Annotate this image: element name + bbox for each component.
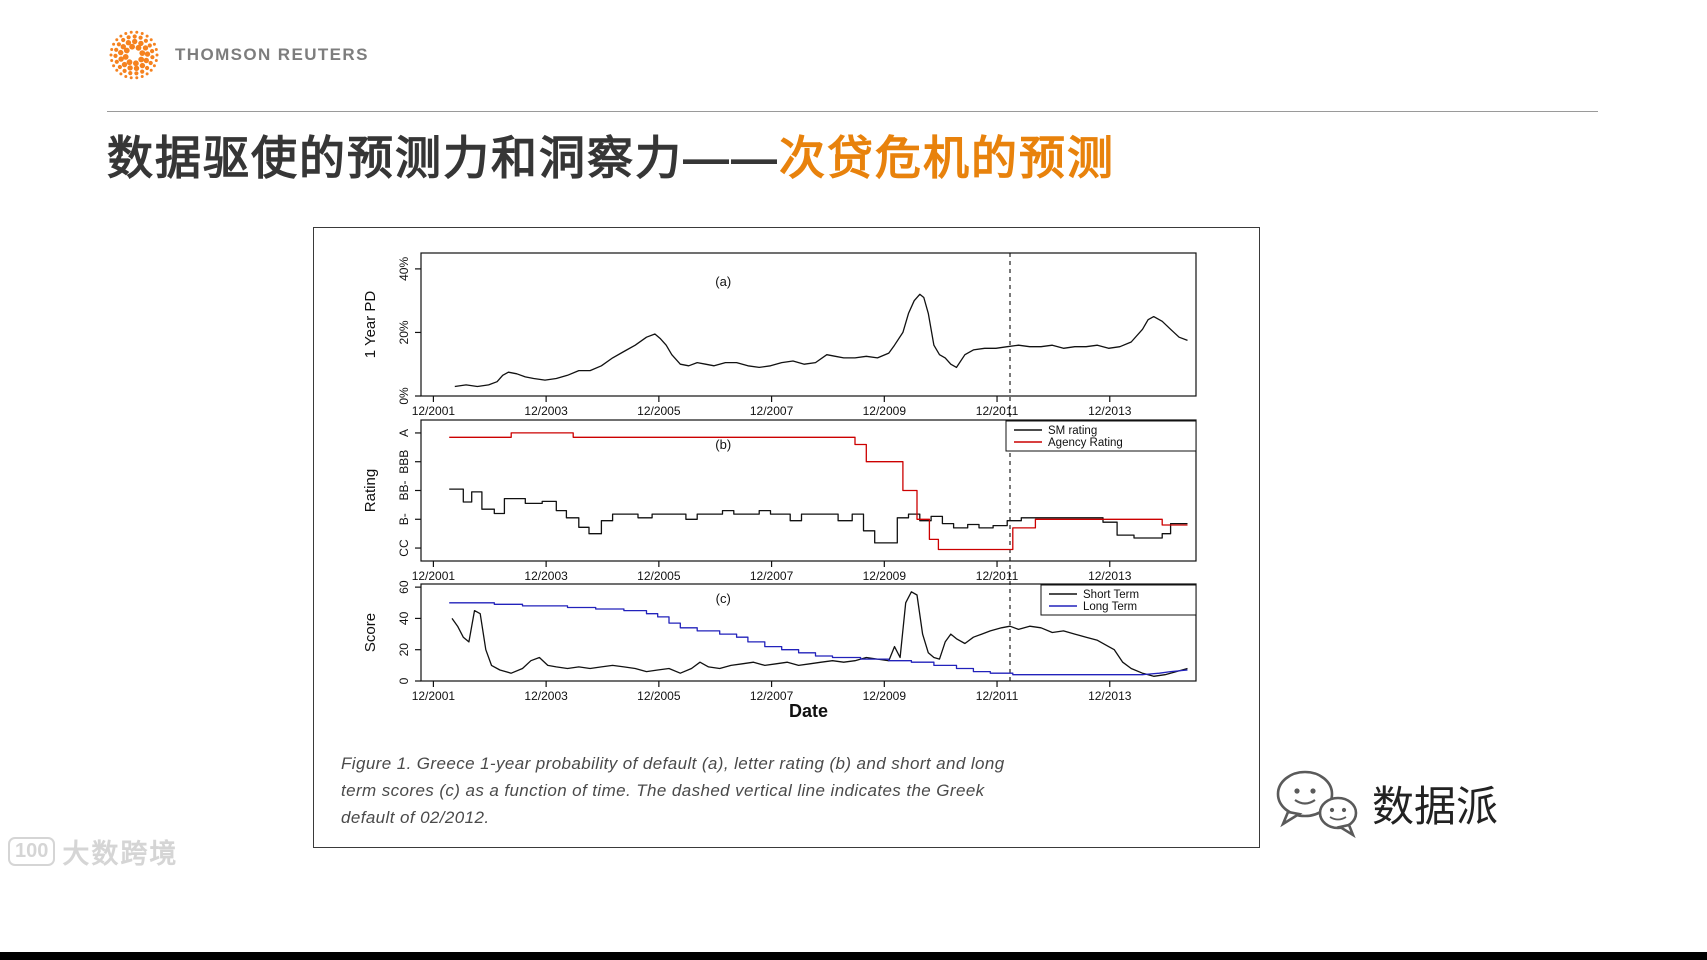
svg-text:1 Year PD: 1 Year PD bbox=[362, 291, 379, 359]
series-long-term bbox=[449, 602, 1188, 676]
wechat-bubbles-icon bbox=[1276, 770, 1358, 839]
svg-text:Agency Rating: Agency Rating bbox=[1048, 437, 1123, 449]
watermark: 100 大数跨境 bbox=[8, 832, 178, 871]
figure-1: 0% 20% 40% 1 Year PD 12/2001 12/2003 12/2005 12… bbox=[313, 227, 1260, 848]
svg-text:12/2013: 12/2013 bbox=[1088, 404, 1132, 418]
svg-text:12/2011: 12/2011 bbox=[976, 569, 1019, 583]
svg-text:12/2013: 12/2013 bbox=[1088, 689, 1132, 703]
svg-text:Short Term: Short Term bbox=[1083, 589, 1139, 601]
svg-text:12/2001: 12/2001 bbox=[412, 569, 456, 583]
svg-text:12/2013: 12/2013 bbox=[1088, 569, 1132, 583]
greece-pd-rating-score-chart: 0% 20% 40% 1 Year PD 12/2001 12/2003 12/2005 12… bbox=[362, 252, 1197, 721]
svg-text:Score: Score bbox=[362, 613, 379, 652]
svg-text:12/2011: 12/2011 bbox=[976, 689, 1019, 703]
header-divider bbox=[107, 111, 1598, 112]
svg-text:Long Term: Long Term bbox=[1083, 601, 1137, 613]
thomson-reuters-logo: THOMSON REUTERS bbox=[107, 28, 369, 82]
svg-text:40: 40 bbox=[397, 611, 411, 625]
svg-text:12/2003: 12/2003 bbox=[524, 689, 568, 703]
svg-text:60: 60 bbox=[397, 580, 411, 594]
thomson-reuters-sunburst-icon bbox=[109, 30, 159, 80]
svg-text:BBB: BBB bbox=[397, 450, 411, 474]
svg-text:B-: B- bbox=[397, 513, 411, 525]
caption-line-3: default of 02/2012. bbox=[341, 808, 490, 827]
svg-text:A: A bbox=[397, 429, 411, 437]
panel-label: (b) bbox=[715, 437, 731, 452]
x-axis-title: Date bbox=[789, 701, 828, 721]
figure-caption: Figure 1. Greece 1-year probability of d… bbox=[341, 750, 1241, 831]
svg-text:12/2009: 12/2009 bbox=[863, 689, 907, 703]
panel-label: (a) bbox=[715, 274, 731, 289]
svg-text:12/2001: 12/2001 bbox=[412, 689, 456, 703]
svg-text:12/2001: 12/2001 bbox=[412, 404, 456, 418]
svg-text:40%: 40% bbox=[397, 257, 411, 281]
slide-title-orange: 次贷危机的预测 bbox=[779, 132, 1115, 184]
wechat-account-name: 数据派 bbox=[1372, 782, 1499, 830]
watermark-logo: 100 bbox=[8, 837, 56, 866]
svg-text:12/2007: 12/2007 bbox=[750, 404, 794, 418]
svg-text:0: 0 bbox=[397, 677, 411, 684]
wechat-account-badge: 数据派 bbox=[1272, 766, 1498, 840]
slide-title: 数据驱使的预测力和洞察力——次贷危机的预测 bbox=[107, 122, 1115, 188]
brand-name: THOMSON REUTERS bbox=[175, 45, 369, 64]
svg-text:SM rating: SM rating bbox=[1048, 425, 1097, 437]
svg-text:20: 20 bbox=[397, 643, 411, 657]
panel-c: 0 20 40 60 Score 12/2001 12/2003 12/2005 12/2007… bbox=[362, 580, 1197, 703]
svg-text:Rating: Rating bbox=[362, 469, 379, 512]
svg-text:12/2005: 12/2005 bbox=[637, 404, 681, 418]
series-agency-rating bbox=[449, 432, 1188, 551]
svg-text:BB-: BB- bbox=[397, 480, 411, 500]
caption-line-1: Figure 1. Greece 1-year probability of d… bbox=[341, 754, 1005, 773]
svg-text:12/2003: 12/2003 bbox=[524, 404, 568, 418]
svg-text:0%: 0% bbox=[397, 387, 411, 405]
panel-b: CC B- BB- BBB A Rating 12/2001 12/2003 12/2005 12… bbox=[362, 419, 1197, 583]
svg-text:12/2005: 12/2005 bbox=[637, 689, 681, 703]
bottom-edge-bar bbox=[0, 952, 1707, 960]
caption-line-2: term scores (c) as a function of time. T… bbox=[341, 781, 985, 800]
panel-label: (c) bbox=[716, 591, 731, 606]
watermark-text: 大数跨境 bbox=[62, 839, 179, 869]
slide-title-black: 数据驱使的预测力和洞察力—— bbox=[107, 132, 779, 184]
series-sm-rating bbox=[449, 488, 1188, 544]
svg-text:12/2009: 12/2009 bbox=[863, 569, 907, 583]
series-short-term bbox=[451, 591, 1188, 677]
panel-a: 0% 20% 40% 1 Year PD 12/2001 12/2003 12/2005 12… bbox=[362, 252, 1197, 418]
svg-text:20%: 20% bbox=[397, 320, 411, 344]
series-1-year-pd bbox=[454, 293, 1188, 388]
svg-text:CC: CC bbox=[397, 539, 411, 557]
svg-text:12/2011: 12/2011 bbox=[976, 404, 1019, 418]
svg-text:12/2005: 12/2005 bbox=[637, 569, 681, 583]
svg-text:12/2003: 12/2003 bbox=[524, 569, 568, 583]
svg-text:12/2009: 12/2009 bbox=[863, 404, 907, 418]
svg-text:12/2007: 12/2007 bbox=[750, 569, 794, 583]
svg-text:12/2007: 12/2007 bbox=[750, 689, 794, 703]
